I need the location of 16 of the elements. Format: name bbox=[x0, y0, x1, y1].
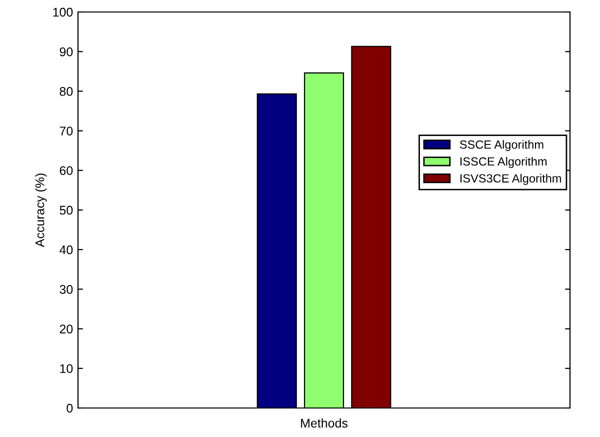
x-axis-title: Methods bbox=[301, 418, 348, 428]
y-tick-label: 40 bbox=[60, 245, 73, 254]
y-tick-label: 60 bbox=[60, 166, 73, 176]
y-tick-label: 90 bbox=[60, 47, 73, 56]
y-tick-label: 100 bbox=[53, 8, 73, 17]
y-tick-label: 80 bbox=[60, 87, 73, 96]
legend-label: ISVS3CE Algorithm bbox=[460, 174, 561, 185]
y-tick-label: 30 bbox=[60, 285, 73, 294]
y-tick-label: 20 bbox=[60, 324, 73, 334]
legend-label: SSCE Algorithm bbox=[460, 140, 544, 152]
y-axis-title: Accuracy (%) bbox=[35, 174, 47, 248]
legend-label: ISSCE Algorithm bbox=[460, 156, 547, 168]
y-tick-label: 70 bbox=[60, 126, 73, 136]
y-tick-label: 0 bbox=[66, 404, 73, 413]
y-tick-label: 50 bbox=[60, 206, 73, 215]
y-tick-label: 10 bbox=[60, 364, 73, 374]
